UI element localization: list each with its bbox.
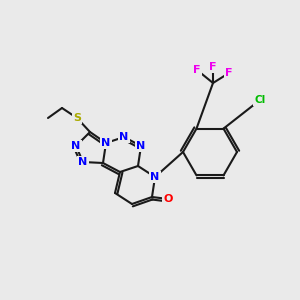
Text: O: O [163,194,173,204]
Text: N: N [101,138,111,148]
Text: S: S [73,113,81,123]
Text: N: N [136,141,146,151]
Text: N: N [78,157,88,167]
Text: N: N [71,141,81,151]
Text: F: F [209,62,217,72]
Text: N: N [150,172,160,182]
Text: F: F [225,68,233,78]
Text: N: N [119,132,129,142]
Text: F: F [193,65,201,75]
Text: Cl: Cl [254,95,266,105]
